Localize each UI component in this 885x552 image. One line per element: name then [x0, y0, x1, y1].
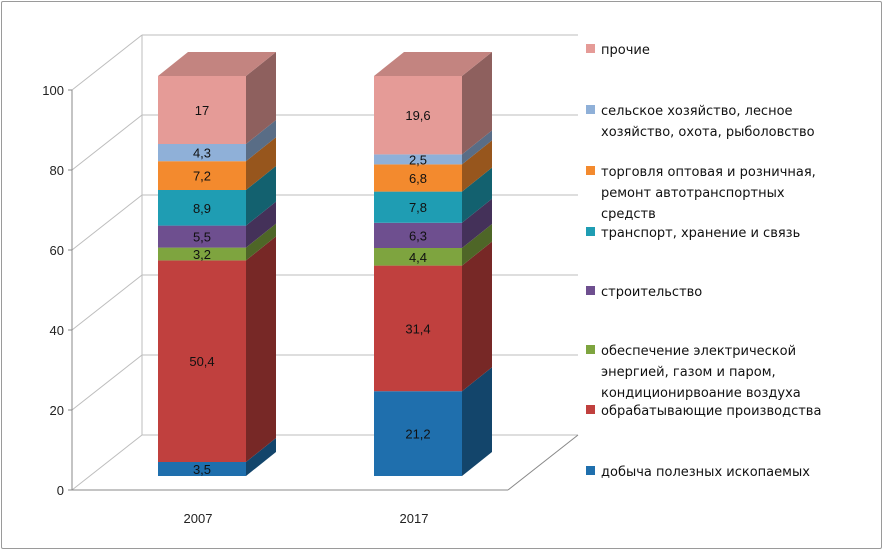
bar-segment — [158, 462, 246, 476]
legend-swatch — [586, 44, 595, 53]
bar-segment — [158, 76, 246, 144]
legend-entry-line: средств — [601, 207, 656, 222]
bar-segment-side — [462, 241, 492, 392]
bar-segment — [374, 248, 462, 266]
data-label: 19,6 — [405, 108, 430, 123]
bar-segment — [158, 260, 246, 462]
bar-segment — [374, 391, 462, 476]
gridline-side — [71, 34, 143, 91]
bar-segment — [374, 222, 462, 248]
y-tick-label: 20 — [50, 403, 64, 418]
legend-entry-line: хозяйство, охота, рыболовство — [601, 125, 815, 140]
legend-swatch — [586, 345, 595, 354]
bar-segment — [374, 164, 462, 192]
data-label: 6,3 — [409, 228, 427, 243]
data-label: 4,3 — [193, 146, 211, 161]
floor-right-edge — [507, 434, 579, 491]
bar-segment-side — [462, 52, 492, 155]
legend-entry: обрабатывающие производства — [601, 404, 821, 419]
legend-entry-line: транспорт, хранение и связь — [601, 226, 800, 241]
bar-top — [158, 52, 276, 76]
y-tick-label: 60 — [50, 243, 64, 258]
bar-segment-side — [246, 137, 276, 190]
legend-entry: транспорт, хранение и связь — [601, 226, 800, 241]
bar-segment — [374, 154, 462, 165]
legend-swatch — [586, 166, 595, 175]
legend-entry-line: обеспечение электрической — [601, 344, 796, 359]
bar-segment — [374, 76, 462, 155]
bar-top — [374, 52, 492, 76]
bar-segment — [158, 190, 246, 226]
legend-entry-line: ремонт автотранспортных — [601, 186, 785, 201]
data-label: 17 — [195, 103, 209, 118]
data-label: 2,5 — [409, 152, 427, 167]
bar-segment-side — [462, 130, 492, 165]
legend-swatch — [586, 286, 595, 295]
legend-entry-line: кондиционирвоание воздуха — [601, 386, 801, 401]
data-label: 7,2 — [193, 169, 211, 184]
data-label: 4,4 — [409, 250, 427, 265]
gridline-side — [71, 354, 143, 411]
data-label: 5,5 — [193, 230, 211, 245]
legend-swatch — [586, 227, 595, 236]
bar-segment-side — [246, 201, 276, 248]
legend-entry-line: обрабатывающие производства — [601, 404, 821, 419]
y-tick-label: 0 — [57, 483, 64, 498]
legend-entry: добыча полезных ископаемых — [601, 465, 810, 480]
data-label: 50,4 — [189, 354, 214, 369]
legend-entry-line: торговля оптовая и розничная, — [601, 165, 816, 180]
data-label: 3,5 — [193, 462, 211, 477]
y-tick-label: 40 — [50, 323, 64, 338]
bar-segment-side — [246, 166, 276, 226]
data-label: 7,8 — [409, 200, 427, 215]
data-label: 8,9 — [193, 201, 211, 216]
gridline-side — [71, 114, 143, 171]
bar-segment-side — [462, 198, 492, 248]
bar-segment — [374, 265, 462, 392]
legend-entry: прочие — [601, 43, 650, 58]
x-tick-label: 2007 — [184, 511, 213, 526]
gridline-side — [71, 274, 143, 331]
bar-segment-side — [246, 438, 276, 476]
legend-entry-line: строительство — [601, 285, 702, 300]
legend-swatch — [586, 405, 595, 414]
bar-segment-side — [246, 223, 276, 261]
bar-segment-side — [462, 140, 492, 192]
gridline-side — [71, 194, 143, 251]
data-label: 21,2 — [405, 427, 430, 442]
bar-segment-side — [462, 224, 492, 266]
bar-segment — [158, 247, 246, 261]
data-label: 3,2 — [193, 247, 211, 262]
legend-swatch — [586, 466, 595, 475]
legend-swatch — [586, 105, 595, 114]
legend-entry-line: прочие — [601, 43, 650, 58]
data-label: 6,8 — [409, 171, 427, 186]
bar-segment-side — [246, 52, 276, 144]
legend-entry-line: добыча полезных ископаемых — [601, 465, 810, 480]
legend-entry: обеспечение электрической энергией, газом… — [601, 344, 801, 401]
bar-segment-side — [246, 120, 276, 162]
x-tick-label: 2017 — [400, 511, 429, 526]
bar-segment-side — [462, 167, 492, 223]
legend-entry: торговля оптовая и розничная, ремонт авто… — [601, 165, 816, 222]
y-tick-label: 80 — [50, 163, 64, 178]
legend-entry-line: сельское хозяйство, лесное — [601, 104, 793, 119]
legend-entry: строительство — [601, 285, 702, 300]
data-label: 31,4 — [405, 321, 430, 336]
bar-segment-side — [462, 367, 492, 476]
bar-segment — [158, 225, 246, 248]
bar-segment — [158, 144, 246, 162]
bar-segment — [158, 161, 246, 190]
bar-segment — [374, 191, 462, 223]
legend-entry-line: энергией, газом и паром, — [601, 365, 776, 380]
gridline-side — [71, 434, 143, 491]
legend-entry: сельское хозяйство, лесное хозяйство, охо… — [601, 104, 815, 140]
y-tick-label: 100 — [42, 83, 64, 98]
bar-segment-side — [246, 236, 276, 462]
